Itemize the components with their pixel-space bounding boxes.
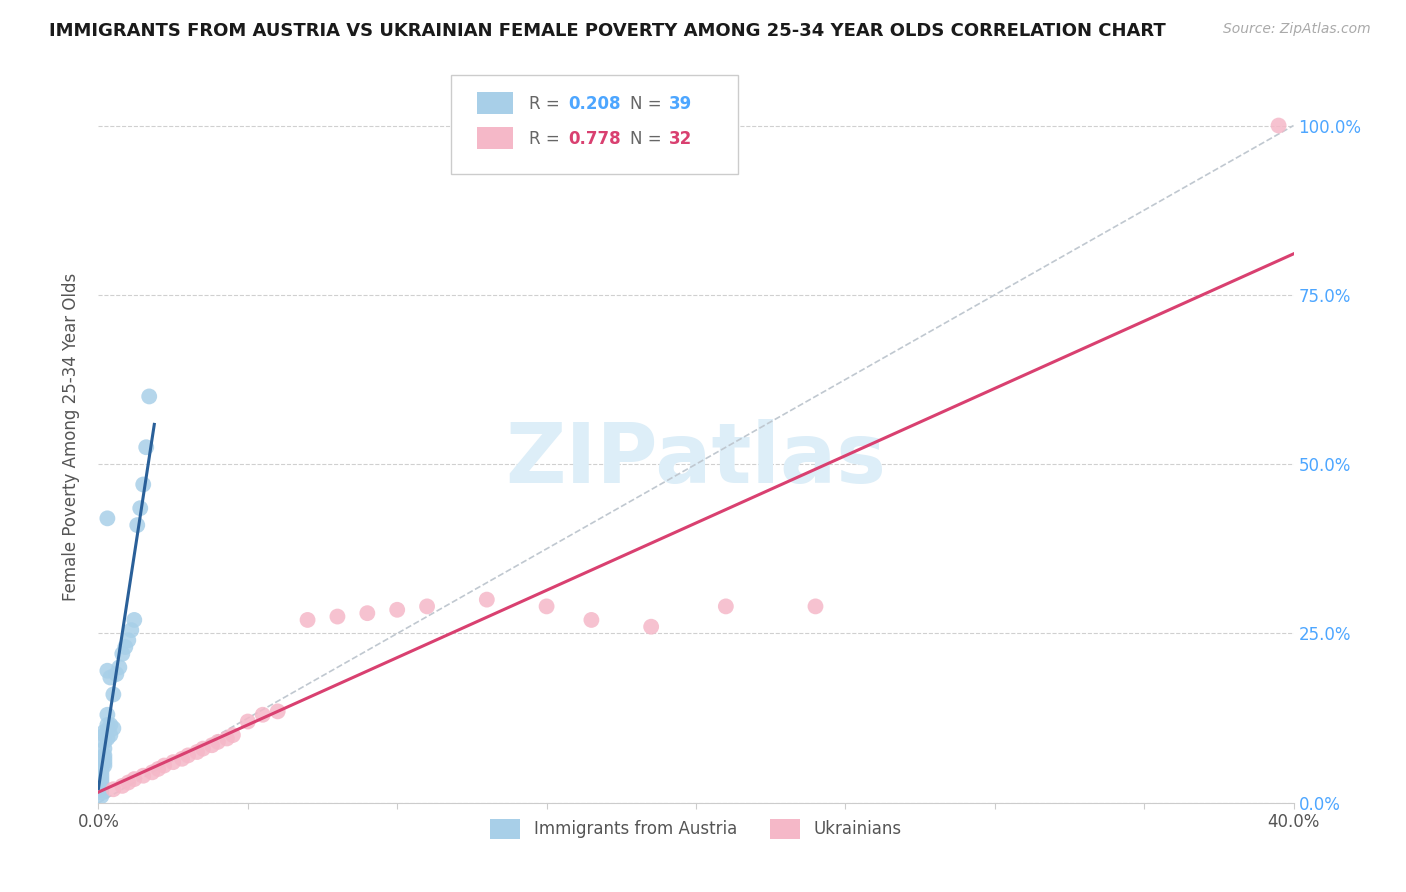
Point xyxy=(93,728,115,742)
Point xyxy=(93,748,115,763)
Text: 32: 32 xyxy=(668,129,692,148)
Point xyxy=(222,728,245,742)
Point xyxy=(98,718,122,732)
Point xyxy=(714,599,737,614)
Point xyxy=(148,762,170,776)
Point xyxy=(124,613,146,627)
FancyBboxPatch shape xyxy=(477,127,513,149)
Point xyxy=(581,613,603,627)
Point xyxy=(385,603,409,617)
Point xyxy=(536,599,558,614)
Point xyxy=(103,688,125,702)
Point xyxy=(135,440,157,454)
Point xyxy=(124,772,146,786)
Point xyxy=(98,671,122,685)
Point xyxy=(201,738,224,752)
Point xyxy=(98,728,122,742)
Point xyxy=(117,775,139,789)
Point xyxy=(117,633,139,648)
Point xyxy=(297,613,319,627)
Point xyxy=(90,769,112,783)
Point xyxy=(416,599,439,614)
Y-axis label: Female Poverty Among 25-34 Year Olds: Female Poverty Among 25-34 Year Olds xyxy=(62,273,80,601)
Point xyxy=(138,389,160,403)
Point xyxy=(475,592,498,607)
Point xyxy=(252,707,274,722)
Point xyxy=(236,714,259,729)
Point xyxy=(96,718,118,732)
Point xyxy=(90,779,112,793)
Point xyxy=(96,511,118,525)
Text: IMMIGRANTS FROM AUSTRIA VS UKRAINIAN FEMALE POVERTY AMONG 25-34 YEAR OLDS CORREL: IMMIGRANTS FROM AUSTRIA VS UKRAINIAN FEM… xyxy=(49,22,1166,40)
Legend: Immigrants from Austria, Ukrainians: Immigrants from Austria, Ukrainians xyxy=(484,812,908,846)
Point xyxy=(207,735,229,749)
Point xyxy=(640,620,662,634)
Text: ZIPatlas: ZIPatlas xyxy=(506,418,886,500)
Point xyxy=(93,755,115,769)
Point xyxy=(153,758,176,772)
Point xyxy=(186,745,208,759)
FancyBboxPatch shape xyxy=(477,92,513,114)
Text: N =: N = xyxy=(630,95,666,112)
Point xyxy=(127,518,149,533)
Point xyxy=(108,660,131,674)
Point xyxy=(105,667,128,681)
Point xyxy=(114,640,136,654)
Point xyxy=(96,731,118,746)
Text: N =: N = xyxy=(630,129,666,148)
Point xyxy=(129,501,152,516)
Point xyxy=(191,741,214,756)
Text: R =: R = xyxy=(529,129,565,148)
Text: 39: 39 xyxy=(668,95,692,112)
Point xyxy=(90,772,112,786)
Point xyxy=(96,707,118,722)
Point xyxy=(141,765,163,780)
Point xyxy=(215,731,238,746)
Point xyxy=(162,755,184,769)
Point xyxy=(93,752,115,766)
Point xyxy=(93,735,115,749)
Point xyxy=(90,789,112,803)
Point xyxy=(90,765,112,780)
Point xyxy=(93,724,115,739)
Point xyxy=(90,775,112,789)
Point xyxy=(103,721,125,735)
Text: Source: ZipAtlas.com: Source: ZipAtlas.com xyxy=(1223,22,1371,37)
Point xyxy=(132,769,155,783)
Text: R =: R = xyxy=(529,95,565,112)
Point xyxy=(111,647,134,661)
Point xyxy=(93,741,115,756)
Point xyxy=(90,786,112,800)
Text: 0.778: 0.778 xyxy=(568,129,620,148)
Point xyxy=(356,606,378,620)
Point xyxy=(172,752,194,766)
FancyBboxPatch shape xyxy=(451,75,738,174)
Point xyxy=(103,782,125,797)
Text: 0.208: 0.208 xyxy=(568,95,620,112)
Point xyxy=(132,477,155,491)
Point xyxy=(267,705,290,719)
Point xyxy=(120,623,142,637)
Point xyxy=(90,782,112,797)
Point xyxy=(1267,119,1289,133)
Point xyxy=(96,664,118,678)
Point xyxy=(90,762,112,776)
Point xyxy=(93,758,115,772)
Point xyxy=(177,748,200,763)
Point xyxy=(111,779,134,793)
Point xyxy=(804,599,827,614)
Point xyxy=(326,609,349,624)
